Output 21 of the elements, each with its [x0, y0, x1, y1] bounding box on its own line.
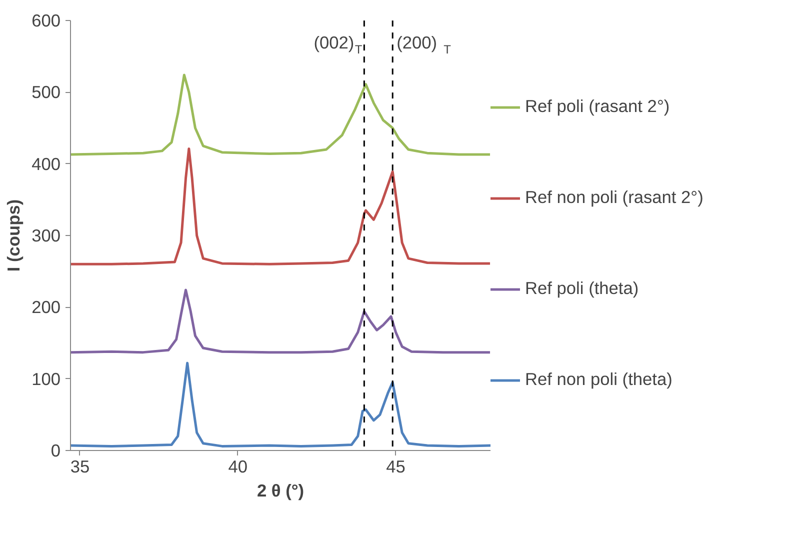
y-tick-label: 600 [32, 10, 61, 30]
x-tick-label: 45 [386, 456, 406, 476]
y-tick-label: 200 [32, 297, 61, 318]
legend-label: Ref poli (rasant 2°) [525, 96, 670, 117]
y-tick-label: 400 [32, 154, 61, 174]
line-series [70, 288, 490, 354]
y-tick-label: 300 [32, 226, 61, 246]
x-tick-label: 40 [228, 456, 248, 476]
y-tick-label: 0 [50, 440, 61, 460]
line-series [70, 74, 490, 156]
x-tick-label: 35 [70, 456, 90, 476]
legend-label: Ref non poli (theta) [525, 369, 672, 390]
line-series [70, 148, 490, 266]
y-axis-title: I (coups) [4, 199, 24, 272]
y-tick-label: 100 [32, 368, 61, 389]
legend-label: Ref non poli (rasant 2°) [525, 187, 704, 208]
legend-label: Ref poli (theta) [525, 278, 639, 299]
y-tick-label: 500 [32, 82, 61, 102]
x-axis-title: 2 θ (°) [256, 480, 304, 500]
line-series [70, 362, 490, 448]
ref-line-label: (200)T [396, 32, 452, 56]
